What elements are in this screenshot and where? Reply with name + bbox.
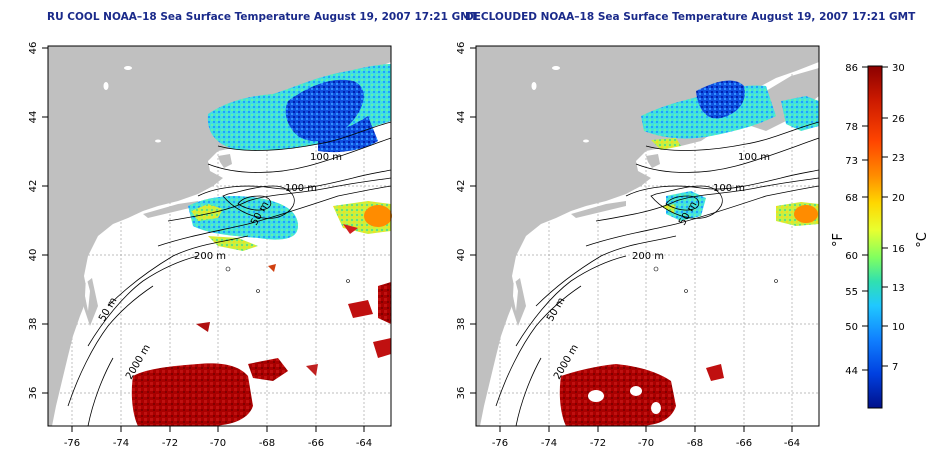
f-tick-label: 50 xyxy=(845,322,858,333)
y-tick-label: 36 xyxy=(28,387,39,400)
right-map-frame xyxy=(475,45,820,427)
right-y-axis-ticks: 46 44 42 40 38 36 xyxy=(456,42,467,400)
f-tick-label: 55 xyxy=(845,287,858,298)
c-tick-label: 13 xyxy=(892,283,905,294)
c-tick-label: 20 xyxy=(892,193,905,204)
contour-label: 200 m xyxy=(632,251,664,262)
left-sst-overlay xyxy=(131,64,392,426)
y-tick-label: 40 xyxy=(28,249,39,262)
colorbar: 86 78 73 68 60 55 50 44 30 26 23 20 16 1… xyxy=(831,63,930,409)
x-tick-label: -66 xyxy=(736,438,752,449)
right-map-title: DECLOUDED NOAA–18 Sea Surface Temperatur… xyxy=(465,11,916,23)
x-tick-label: -66 xyxy=(308,438,324,449)
contour-label: 100 m xyxy=(310,152,342,163)
y-tick-label: 38 xyxy=(456,318,467,331)
f-tick-label: 44 xyxy=(845,366,858,377)
x-tick-label: -70 xyxy=(210,438,226,449)
left-map-title: RU COOL NOAA–18 Sea Surface Temperature … xyxy=(47,11,478,23)
y-tick-label: 44 xyxy=(28,111,39,124)
x-tick-label: -64 xyxy=(356,438,372,449)
y-tick-label: 46 xyxy=(456,42,467,55)
y-tick-label: 44 xyxy=(456,111,467,124)
c-tick-label: 7 xyxy=(892,362,898,373)
fahrenheit-ticks: 86 78 73 68 60 55 50 44 xyxy=(845,63,858,377)
right-x-axis-ticks: -76 -74 -72 -70 -68 -66 -64 xyxy=(492,438,800,449)
y-tick-label: 46 xyxy=(28,42,39,55)
y-tick-label: 40 xyxy=(456,249,467,262)
f-tick-label: 73 xyxy=(845,156,858,167)
left-x-axis-ticks: -76 -74 -72 -70 -68 -66 -64 xyxy=(64,438,372,449)
c-tick-label: 10 xyxy=(892,322,905,333)
contour-label: 100 m xyxy=(738,152,770,163)
celsius-ticks: 30 26 23 20 16 13 10 7 xyxy=(892,63,905,373)
x-tick-label: -76 xyxy=(492,438,508,449)
y-tick-label: 38 xyxy=(28,318,39,331)
contour-label: 100 m xyxy=(285,183,317,194)
x-tick-label: -74 xyxy=(541,438,557,449)
left-y-axis-ticks: 46 44 42 40 38 36 xyxy=(28,42,39,400)
c-tick-label: 26 xyxy=(892,114,905,125)
x-tick-label: -72 xyxy=(590,438,606,449)
x-tick-label: -76 xyxy=(64,438,80,449)
colorbar-gradient xyxy=(867,65,883,409)
x-tick-label: -64 xyxy=(784,438,800,449)
x-tick-label: -72 xyxy=(162,438,178,449)
y-tick-label: 42 xyxy=(28,180,39,193)
x-tick-label: -68 xyxy=(687,438,703,449)
x-tick-label: -68 xyxy=(259,438,275,449)
left-map-frame xyxy=(47,45,392,427)
fahrenheit-unit-label: °F xyxy=(831,233,846,247)
y-tick-label: 42 xyxy=(456,180,467,193)
contour-label: 100 m xyxy=(713,183,745,194)
c-tick-label: 16 xyxy=(892,244,905,255)
f-tick-label: 86 xyxy=(845,63,858,74)
right-map: 100 m 100 m 50 m 200 m 50 m 2000 m -76 -… xyxy=(456,42,820,449)
contour-label: 200 m xyxy=(194,251,226,262)
y-tick-label: 36 xyxy=(456,387,467,400)
f-tick-label: 68 xyxy=(845,193,858,204)
f-tick-label: 78 xyxy=(845,122,858,133)
celsius-unit-label: °C xyxy=(915,232,930,248)
x-tick-label: -74 xyxy=(113,438,129,449)
x-tick-label: -70 xyxy=(638,438,654,449)
left-map: 100 m 100 m 50 m 200 m 50 m 2000 m -76 -… xyxy=(28,42,392,449)
c-tick-label: 23 xyxy=(892,153,905,164)
right-sst-overlay xyxy=(559,80,819,426)
f-tick-label: 60 xyxy=(845,251,858,262)
c-tick-label: 30 xyxy=(892,63,905,74)
